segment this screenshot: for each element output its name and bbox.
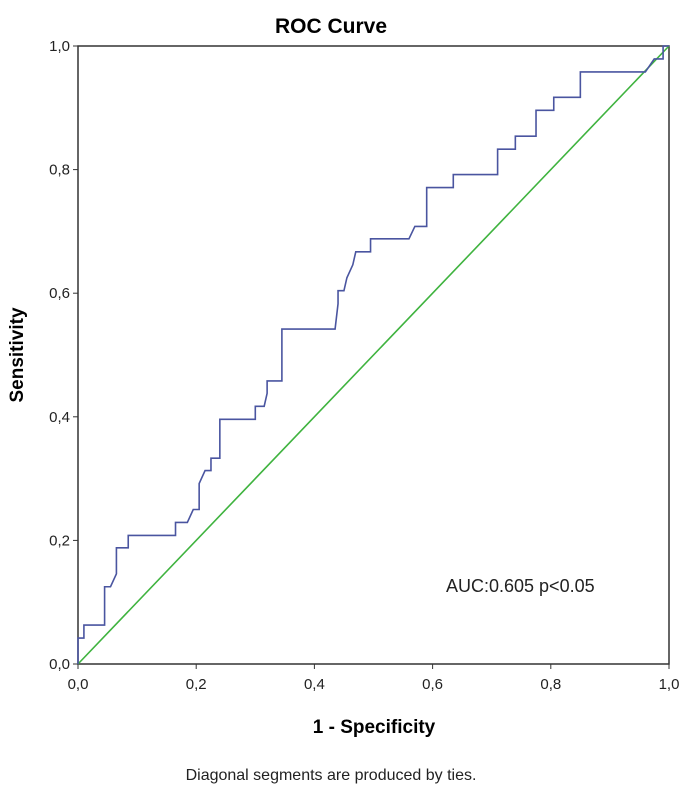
x-axis-label: 1 - Specificity [313, 717, 436, 738]
x-tick-label: 0,2 [186, 676, 207, 693]
x-tick-label: 0,4 [304, 676, 325, 693]
chart-title: ROC Curve [275, 15, 387, 38]
y-tick-label: 0,2 [49, 532, 70, 549]
x-tick-label: 0,8 [540, 676, 561, 693]
y-tick-label: 1,0 [49, 38, 70, 55]
y-axis-label: Sensitivity [7, 307, 28, 402]
y-tick-label: 0,4 [49, 409, 70, 426]
x-tick-label: 0,0 [68, 676, 89, 693]
x-tick-label: 1,0 [659, 676, 680, 693]
reference-line [77, 45, 670, 665]
auc-annotation: AUC:0.605 p<0.05 [446, 576, 595, 596]
footnote: Diagonal segments are produced by ties. [186, 767, 477, 784]
y-tick-label: 0,0 [49, 656, 70, 673]
x-tick-label: 0,6 [422, 676, 443, 693]
y-tick-label: 0,8 [49, 162, 70, 179]
plot-area-frame [77, 45, 670, 665]
roc-curve-line [77, 45, 669, 664]
y-tick-label: 0,6 [49, 285, 70, 302]
